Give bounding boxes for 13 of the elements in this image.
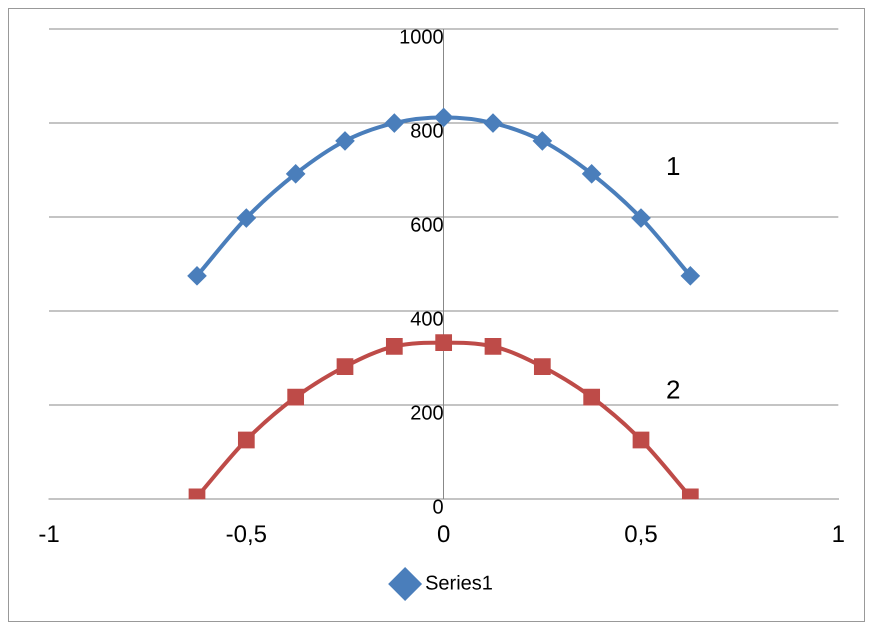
annotation: 2 [666,374,680,404]
y-tick-label: 1000 [399,26,444,49]
x-tick-label: -0,5 [226,521,268,548]
x-tick-label: 1 [832,521,846,548]
y-tick-label: 400 [410,308,444,331]
annotation: 1 [666,150,680,181]
x-tick-label: 0,5 [624,521,658,548]
y-tick-label: 800 [410,120,444,143]
x-tick-label: -1 [38,521,60,548]
y-tick-label: 600 [410,214,444,237]
legend-label: Series1 [425,572,493,595]
y-tick-label: 200 [410,402,444,425]
y-tick-label: 0 [432,496,444,519]
